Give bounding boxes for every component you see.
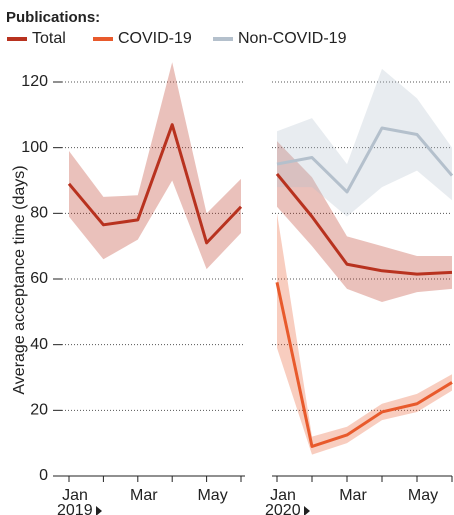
y-tick-label: 20 (30, 402, 48, 419)
line (275, 172, 453, 276)
line (67, 123, 243, 245)
confidence-band (69, 62, 241, 270)
confidence-band (277, 68, 452, 217)
line (276, 126, 454, 194)
x-year-label: 2020 (265, 502, 301, 515)
x-tick-label: Jan (270, 487, 296, 504)
x-year-label: 2019 (57, 502, 93, 515)
y-tick-label: 80 (30, 205, 48, 222)
y-tick-label: 0 (39, 467, 48, 484)
x-tick-label: Mar (339, 487, 367, 504)
legend-label: Non-COVID-19 (238, 30, 347, 47)
year-arrow (96, 506, 102, 515)
y-tick-label: 60 (30, 270, 48, 287)
x-tick-label: Mar (130, 487, 158, 504)
legend-title: Publications: (6, 9, 100, 26)
y-axis-label: Average acceptance time (days) (11, 165, 28, 394)
y-tick-label: 40 (30, 336, 48, 353)
legend-label: COVID-19 (118, 30, 192, 47)
line (275, 281, 453, 448)
x-tick-label: Jan (62, 487, 88, 504)
y-tick-label: 120 (21, 73, 48, 90)
y-tick-label: 100 (21, 139, 48, 156)
confidence-band (277, 141, 452, 302)
x-tick-label: May (197, 487, 227, 504)
legend-label: Total (32, 30, 66, 47)
x-tick-label: May (408, 487, 438, 504)
year-arrow (304, 506, 310, 515)
